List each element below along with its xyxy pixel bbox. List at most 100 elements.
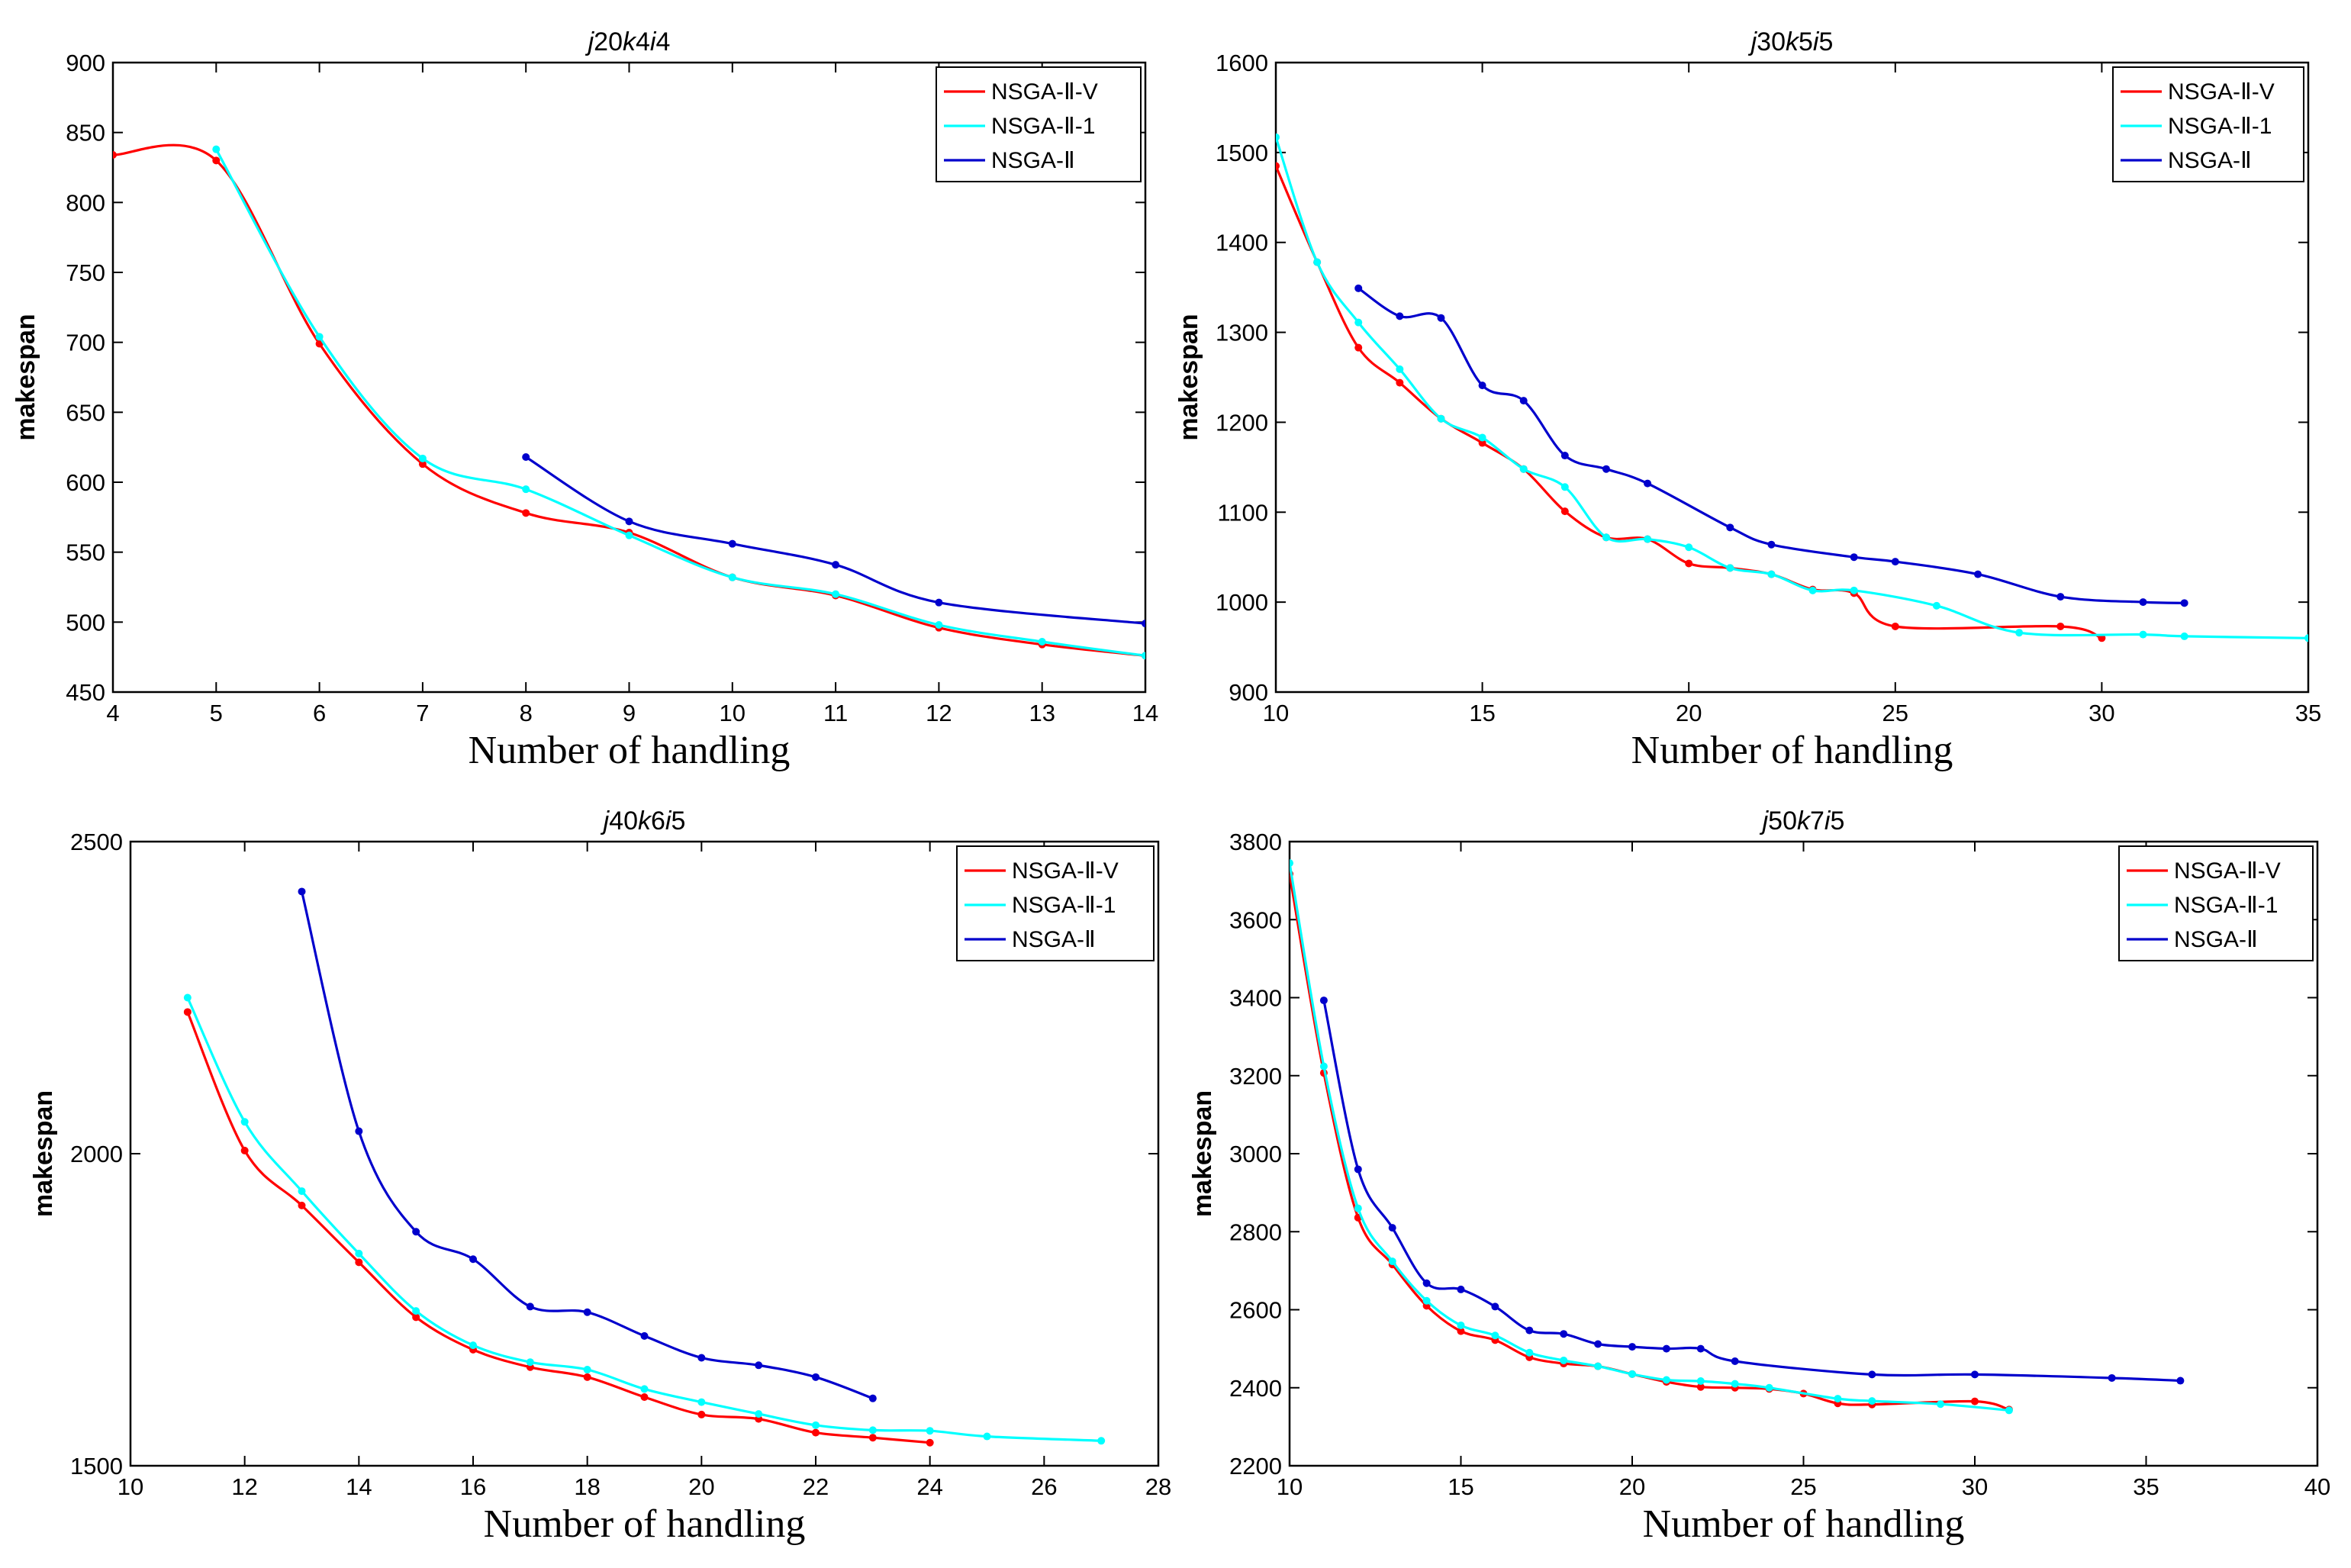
data-point: [1971, 1397, 1979, 1405]
data-point: [832, 561, 840, 569]
data-point: [2139, 598, 2147, 607]
chart-title: j20k4i4: [585, 27, 671, 56]
legend-box: [956, 845, 1155, 961]
data-point: [355, 1249, 363, 1257]
x-tick-label: 30: [2089, 700, 2114, 726]
data-point: [1662, 1376, 1670, 1384]
x-tick-label: 7: [416, 700, 429, 726]
series-line: [1322, 1000, 2181, 1383]
y-tick-label: 1000: [1216, 589, 1268, 616]
x-tick-label: 22: [803, 1473, 829, 1500]
data-point: [1457, 1285, 1465, 1293]
series-line: [186, 997, 1102, 1442]
data-point: [583, 1373, 591, 1381]
data-point: [583, 1308, 591, 1316]
data-point: [1525, 1326, 1534, 1335]
data-point: [1519, 397, 1528, 405]
series-1: [113, 143, 1145, 660]
series-line: [1290, 862, 2010, 1412]
data-point: [355, 1127, 363, 1135]
y-tick-label: 1300: [1216, 320, 1268, 346]
legend-label: NSGA-Ⅱ: [2168, 148, 2252, 173]
x-tick-label: 20: [688, 1473, 714, 1500]
legend-label: NSGA-Ⅱ: [1012, 927, 1096, 952]
data-point: [1396, 378, 1404, 387]
data-point: [1478, 382, 1486, 390]
data-point: [1696, 1383, 1705, 1391]
x-tick-label: 9: [623, 700, 636, 726]
series-line: [525, 456, 1145, 625]
data-point: [298, 1201, 306, 1209]
chart-title: j30k5i5: [1748, 27, 1834, 56]
legend-label: NSGA-Ⅱ-1: [1012, 893, 1116, 918]
y-tick-label: 3800: [1229, 829, 1282, 855]
legend-label: NSGA-Ⅱ-V: [2174, 858, 2281, 884]
series-1: [1276, 162, 2106, 642]
data-point: [1868, 1370, 1876, 1379]
data-point: [868, 1426, 877, 1434]
data-point: [2180, 599, 2188, 607]
x-tick-label: 10: [118, 1473, 143, 1500]
series-3: [298, 887, 877, 1402]
x-tick-label: 14: [346, 1473, 372, 1500]
series-line: [1276, 165, 2102, 639]
data-point: [868, 1434, 877, 1442]
legend-label: NSGA-Ⅱ-1: [2168, 114, 2272, 139]
data-point: [1290, 859, 1293, 868]
y-tick-label: 2800: [1229, 1219, 1282, 1245]
data-point: [755, 1361, 763, 1370]
data-point: [1696, 1344, 1705, 1353]
data-point: [1891, 558, 1899, 566]
data-point: [1644, 479, 1652, 488]
data-point: [728, 573, 736, 581]
series-line: [1357, 287, 2185, 604]
data-point: [2098, 634, 2106, 642]
y-tick-label: 1500: [70, 1453, 123, 1479]
legend: NSGA-Ⅱ-V NSGA-Ⅱ-1 NSGA-Ⅱ: [956, 845, 1155, 961]
y-tick-label: 3400: [1229, 985, 1282, 1012]
y-tick-label: 3000: [1229, 1141, 1282, 1167]
x-tick-label: 4: [106, 700, 119, 726]
series-2: [1276, 133, 2308, 642]
x-tick-label: 25: [1882, 700, 1908, 726]
series-line: [300, 891, 874, 1400]
data-point: [1142, 652, 1145, 660]
series-line: [214, 148, 1145, 657]
data-point: [1731, 1380, 1739, 1388]
data-point: [522, 509, 530, 517]
legend: NSGA-Ⅱ-V NSGA-Ⅱ-1 NSGA-Ⅱ: [936, 66, 1142, 182]
chart-title: j40k6i5: [601, 807, 686, 836]
chart-title: j50k7i5: [1760, 807, 1845, 836]
data-point: [2108, 1373, 2116, 1382]
data-point: [1767, 540, 1776, 549]
data-point: [412, 1313, 420, 1322]
y-tick-label: 700: [66, 330, 105, 356]
y-tick-label: 800: [66, 189, 105, 216]
series-3: [1319, 997, 2185, 1385]
x-tick-label: 28: [1145, 1473, 1171, 1500]
y-tick-label: 500: [66, 609, 105, 636]
data-point: [315, 333, 324, 341]
data-point: [1354, 284, 1363, 292]
data-point: [469, 1255, 477, 1264]
x-tick-label: 11: [823, 700, 848, 726]
data-point: [1696, 1377, 1705, 1386]
data-point: [418, 454, 427, 462]
legend-label: NSGA-Ⅱ-1: [991, 114, 1095, 139]
x-axis-label: Number of handling: [1643, 1502, 1965, 1546]
data-point: [1808, 586, 1817, 594]
x-tick-label: 20: [1619, 1473, 1645, 1500]
data-point: [1354, 343, 1363, 352]
y-tick-label: 2600: [1229, 1297, 1282, 1324]
x-tick-label: 16: [460, 1473, 486, 1500]
data-point: [1628, 1343, 1636, 1351]
legend-label: NSGA-Ⅱ: [2174, 927, 2258, 952]
x-tick-label: 13: [1029, 700, 1055, 726]
y-tick-label: 750: [66, 259, 105, 286]
data-point: [1891, 622, 1899, 630]
data-point: [1731, 1357, 1739, 1365]
data-point: [412, 1307, 420, 1315]
data-point: [1396, 312, 1404, 320]
data-point: [1388, 1224, 1396, 1232]
x-tick-label: 5: [210, 700, 223, 726]
